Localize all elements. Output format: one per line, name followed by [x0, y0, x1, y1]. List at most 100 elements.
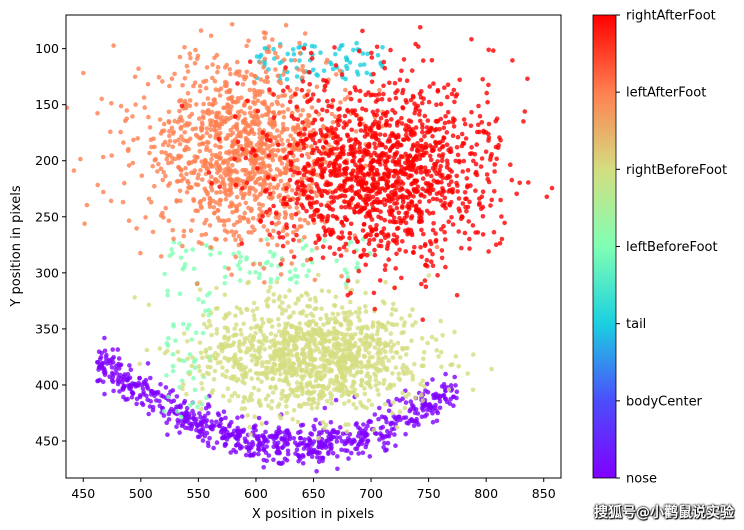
point-leftAfterFoot: [222, 83, 228, 89]
point-rightAfterFoot: [344, 122, 349, 128]
point-nose: [430, 419, 436, 425]
point-rightBeforeFoot: [259, 379, 264, 385]
point-nose: [186, 416, 191, 421]
point-nose: [109, 365, 115, 370]
point-leftAfterFoot: [222, 79, 228, 85]
point-rightBeforeFoot: [353, 405, 359, 411]
point-leftBeforeFoot: [247, 270, 252, 275]
point-rightAfterFoot: [409, 68, 415, 73]
point-rightAfterFoot: [318, 127, 323, 133]
point-rightBeforeFoot: [247, 424, 252, 430]
point-rightAfterFoot: [426, 99, 432, 105]
point-rightAfterFoot: [353, 113, 359, 118]
point-rightAfterFoot: [393, 266, 399, 271]
point-rightBeforeFoot: [338, 385, 343, 391]
point-leftBeforeFoot: [204, 395, 209, 401]
point-leftAfterFoot: [108, 129, 113, 135]
point-leftAfterFoot: [222, 182, 227, 187]
point-rightAfterFoot: [406, 205, 412, 210]
point-leftAfterFoot: [130, 160, 136, 166]
point-rightBeforeFoot: [304, 365, 310, 371]
point-rightAfterFoot: [422, 113, 428, 119]
point-rightBeforeFoot: [280, 388, 286, 394]
point-rightBeforeFoot: [291, 408, 297, 413]
point-leftAfterFoot: [246, 175, 252, 180]
point-rightBeforeFoot: [362, 386, 367, 391]
point-rightAfterFoot: [243, 155, 249, 161]
point-rightAfterFoot: [209, 180, 214, 186]
point-leftAfterFoot: [217, 198, 223, 203]
point-rightAfterFoot: [441, 125, 447, 131]
point-rightAfterFoot: [399, 275, 404, 281]
point-rightAfterFoot: [282, 195, 287, 201]
point-rightAfterFoot: [319, 173, 325, 178]
point-rightAfterFoot: [310, 120, 316, 126]
point-rightAfterFoot: [431, 221, 436, 226]
point-leftAfterFoot: [156, 74, 162, 80]
point-rightAfterFoot: [312, 209, 318, 214]
point-rightBeforeFoot: [342, 401, 347, 406]
point-leftAfterFoot: [199, 128, 204, 133]
point-rightAfterFoot: [402, 137, 407, 142]
point-nose: [115, 381, 121, 387]
point-nose: [226, 432, 232, 438]
point-leftAfterFoot: [214, 110, 220, 116]
point-rightBeforeFoot: [331, 335, 337, 341]
point-leftAfterFoot: [218, 86, 224, 91]
point-nose: [222, 443, 228, 449]
point-leftAfterFoot: [281, 125, 286, 131]
point-rightAfterFoot: [304, 208, 309, 214]
point-nose: [211, 445, 216, 451]
point-leftBeforeFoot: [272, 251, 277, 257]
point-leftAfterFoot: [259, 140, 264, 145]
point-leftAfterFoot: [184, 102, 190, 107]
point-rightAfterFoot: [391, 132, 396, 137]
point-rightBeforeFoot: [368, 385, 373, 390]
point-rightBeforeFoot: [252, 348, 258, 353]
point-rightAfterFoot: [248, 150, 254, 155]
colorbar-label-nose: nose: [626, 472, 657, 487]
point-nose: [335, 454, 340, 459]
point-leftAfterFoot: [166, 160, 171, 166]
point-rightAfterFoot: [433, 231, 438, 236]
point-rightBeforeFoot: [397, 409, 403, 415]
point-leftAfterFoot: [121, 140, 126, 145]
point-rightAfterFoot: [413, 107, 418, 112]
point-leftAfterFoot: [283, 22, 289, 28]
point-rightAfterFoot: [305, 194, 311, 199]
point-rightBeforeFoot: [241, 321, 246, 327]
point-rightBeforeFoot: [376, 355, 382, 361]
point-rightAfterFoot: [473, 161, 479, 167]
point-rightBeforeFoot: [294, 351, 300, 357]
point-rightBeforeFoot: [324, 398, 330, 404]
point-rightAfterFoot: [240, 185, 245, 191]
point-rightBeforeFoot: [355, 364, 360, 369]
point-nose: [191, 412, 197, 418]
point-nose: [180, 422, 186, 427]
point-rightAfterFoot: [448, 146, 453, 151]
point-rightAfterFoot: [244, 180, 250, 185]
colorbar-label-rightBeforeFoot: rightBeforeFoot: [626, 163, 727, 178]
point-leftBeforeFoot: [294, 280, 299, 285]
point-leftAfterFoot: [233, 237, 238, 243]
point-rightAfterFoot: [297, 131, 303, 136]
point-nose: [316, 444, 322, 449]
point-rightAfterFoot: [366, 149, 371, 155]
point-rightAfterFoot: [347, 231, 353, 236]
point-rightBeforeFoot: [197, 340, 203, 346]
point-nose: [307, 450, 313, 455]
point-rightBeforeFoot: [316, 435, 321, 441]
point-rightAfterFoot: [271, 203, 276, 209]
point-rightAfterFoot: [361, 247, 367, 253]
point-nose: [295, 442, 300, 448]
point-leftAfterFoot: [195, 182, 201, 188]
point-leftAfterFoot: [265, 242, 271, 247]
point-rightAfterFoot: [397, 77, 403, 83]
point-rightAfterFoot: [308, 134, 314, 139]
point-leftAfterFoot: [218, 174, 223, 179]
point-rightAfterFoot: [337, 106, 343, 111]
point-rightAfterFoot: [360, 106, 365, 111]
point-nose: [274, 443, 279, 448]
point-nose: [231, 447, 236, 453]
point-leftAfterFoot: [282, 57, 287, 63]
